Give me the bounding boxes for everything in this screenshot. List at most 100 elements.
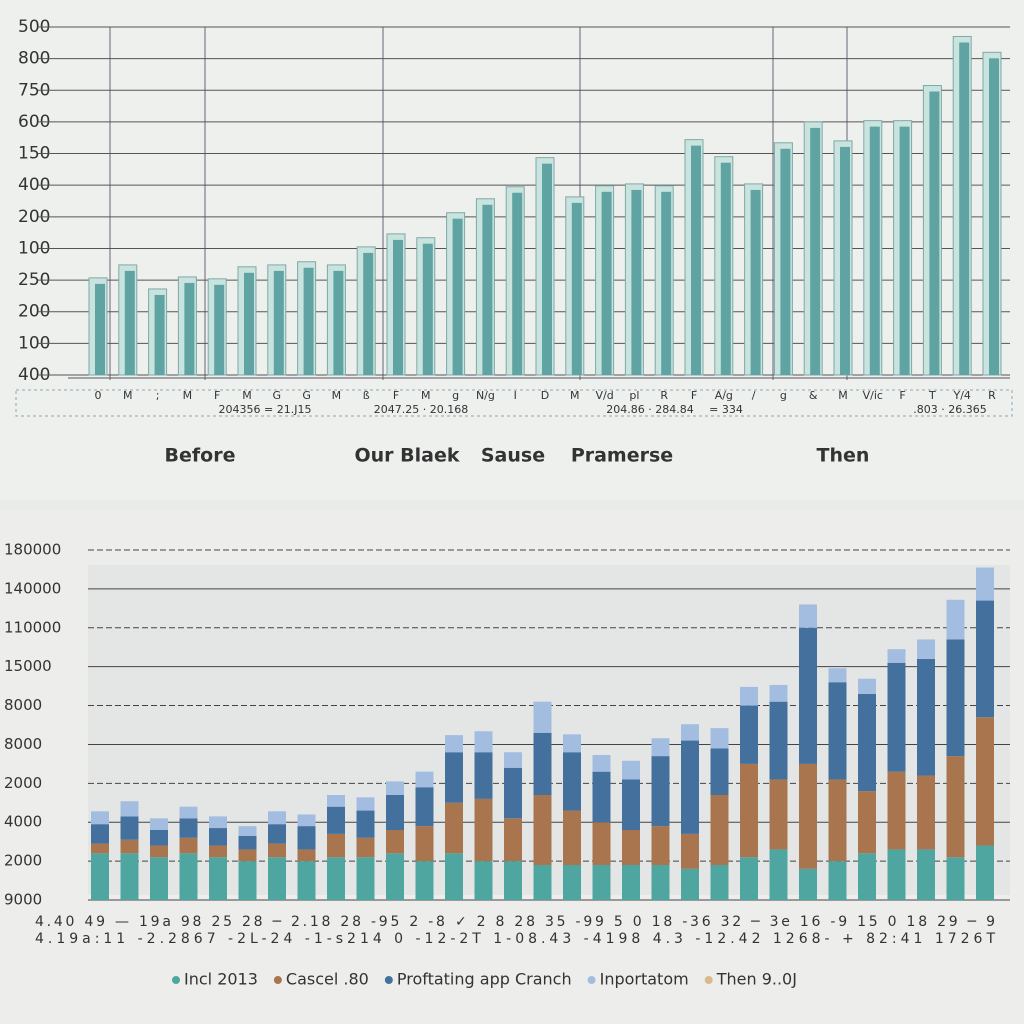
x-tick-label: F <box>691 389 697 402</box>
group-label: Before <box>165 445 236 467</box>
x-tick-label: G <box>302 389 311 402</box>
y-tick-label: 150 <box>18 144 50 164</box>
legend-dot <box>704 976 713 984</box>
bar-segment <box>533 732 552 795</box>
bar-segment <box>474 798 493 862</box>
date-label: = 334 <box>709 403 743 416</box>
bar <box>691 145 701 375</box>
bar <box>512 192 523 375</box>
bar-segment <box>651 865 670 900</box>
bar-segment <box>622 760 640 780</box>
bar-segment <box>415 826 434 862</box>
x-tick-label: M <box>570 389 580 402</box>
y-tick-label: 4000 <box>4 813 42 831</box>
bar <box>244 272 254 375</box>
x-tick-label: F <box>393 389 399 402</box>
x-tick-label: Y/4 <box>952 389 970 402</box>
bar-segment <box>327 795 345 807</box>
bar <box>422 243 433 375</box>
bar-segment <box>386 853 404 900</box>
bar-segment <box>150 845 168 858</box>
x-tick-label: M <box>183 389 193 402</box>
legend-dot <box>273 976 282 984</box>
y-tick-label: 8000 <box>4 696 42 714</box>
bar <box>273 270 284 375</box>
bar-segment <box>327 833 345 858</box>
x-tick-label: T <box>928 389 936 402</box>
bar-segment <box>415 861 434 900</box>
bar-segment <box>386 781 404 795</box>
y-tick-label: 2000 <box>4 852 42 870</box>
bar-segment <box>120 816 139 840</box>
bar-segment <box>445 802 463 854</box>
bar-segment <box>474 752 493 799</box>
y-tick-label: 8000 <box>4 735 42 753</box>
bar-segment <box>681 724 699 741</box>
bar-segment <box>917 658 935 776</box>
x-label-line: 4.40 49 — 19a 98 25 28 ─ 2.18 28 -95 2 -… <box>35 914 995 930</box>
bar-segment <box>209 845 227 858</box>
bar-segment <box>622 779 640 830</box>
bar-segment <box>120 801 139 817</box>
bar-segment <box>563 810 581 865</box>
bar-segment <box>976 567 994 601</box>
bar-segment <box>238 861 257 900</box>
x-tick-label: R <box>988 389 996 402</box>
bar-segment <box>268 843 286 858</box>
x-tick-label: / <box>752 389 756 402</box>
bar-segment <box>710 728 729 749</box>
bar-segment <box>179 806 198 819</box>
bar-segment <box>179 837 198 854</box>
bar-segment <box>887 849 906 900</box>
legend-dot <box>587 976 596 984</box>
group-label: Then <box>817 445 870 467</box>
bar <box>154 294 165 375</box>
bar-segment <box>710 748 729 795</box>
bar-segment <box>828 682 847 780</box>
y-tick-label: 250 <box>18 270 50 290</box>
bar-segment <box>150 857 168 900</box>
bar-segment <box>297 814 316 827</box>
bar-segment <box>622 865 640 900</box>
bar-segment <box>917 775 935 850</box>
bar-segment <box>710 865 729 900</box>
x-tick-label: N/g <box>476 389 495 402</box>
bar-segment <box>592 754 611 772</box>
bar <box>214 284 225 375</box>
bar <box>989 58 999 376</box>
bar-segment <box>651 738 670 757</box>
bar-segment <box>917 849 935 900</box>
group-label: Pramerse <box>571 445 673 467</box>
date-label: .803 · 26.365 <box>913 403 986 416</box>
bar <box>333 270 344 375</box>
x-tick-label: M <box>123 389 133 402</box>
bar-segment <box>297 849 316 862</box>
y-tick-label: 200 <box>18 207 50 227</box>
bar-segment <box>91 824 109 844</box>
bar-segment <box>976 845 994 900</box>
y-tick-label: 400 <box>18 365 50 385</box>
bar <box>929 91 940 375</box>
bar <box>750 189 761 375</box>
bar-segment <box>356 797 375 811</box>
x-tick-label: & <box>809 389 818 402</box>
bar <box>363 252 374 375</box>
bar-segment <box>120 853 139 900</box>
bar-segment <box>828 861 847 900</box>
bar <box>840 146 850 375</box>
bar-segment <box>445 853 463 900</box>
bar-segment <box>356 810 375 838</box>
bar-segment <box>533 701 552 733</box>
x-tick-label: g <box>452 389 459 402</box>
bar-segment <box>120 839 139 854</box>
y-tick-label: 600 <box>18 112 50 132</box>
legend-label: Proftating app Cranch <box>397 970 572 989</box>
bar-segment <box>504 752 522 768</box>
bar-segment <box>150 818 168 830</box>
bar-segment <box>622 830 640 865</box>
x-tick-label: R <box>660 389 668 402</box>
legend-label: Inportatom <box>600 970 689 989</box>
bar <box>452 218 463 375</box>
bar-segment <box>740 763 758 858</box>
